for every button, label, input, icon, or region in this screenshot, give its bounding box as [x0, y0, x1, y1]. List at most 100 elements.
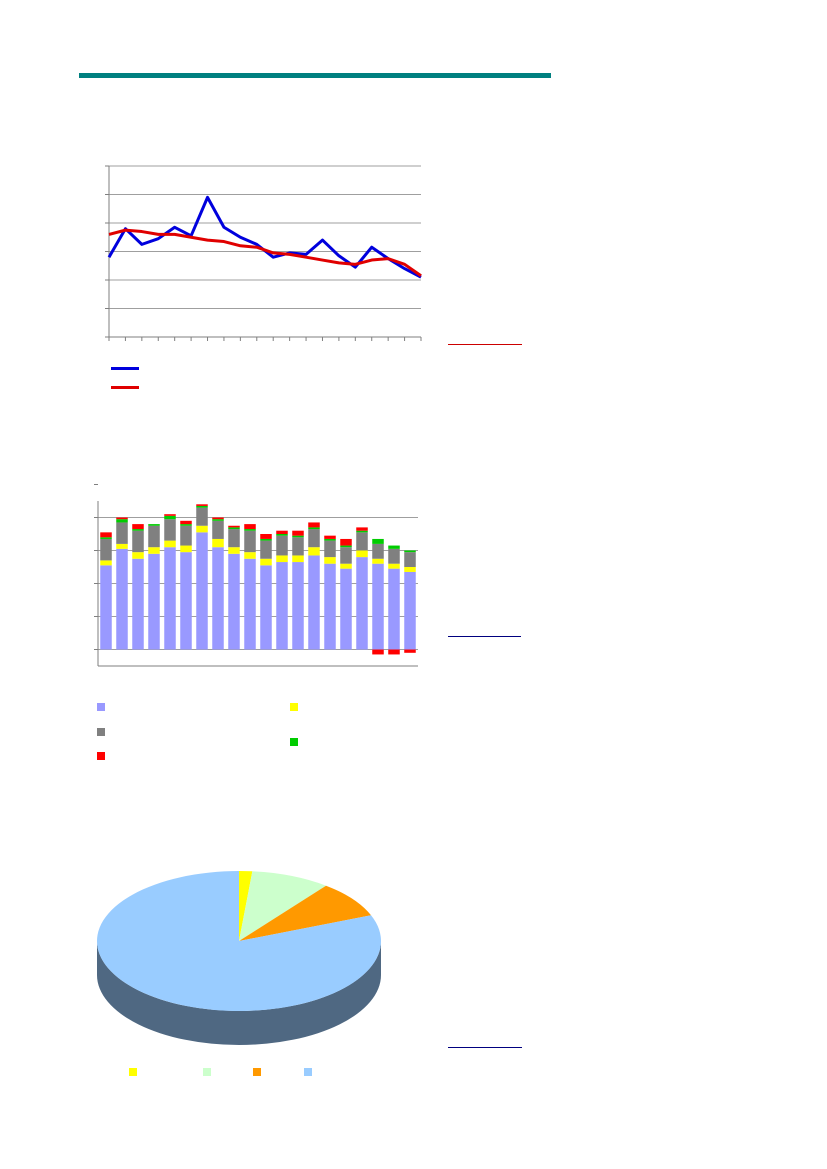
bar-legend-swatch-3: [97, 728, 105, 736]
bar-segment-5-cat-8: [212, 517, 224, 520]
bar-legend-swatch-5: [97, 752, 105, 760]
stacked-bar-chart: [0, 400, 827, 780]
bar-segment-4-cat-20: [404, 550, 416, 553]
bar-segment-4-cat-5: [164, 515, 176, 520]
bar-segment-3-cat-18: [372, 543, 384, 559]
bar-segment-3-cat-16: [340, 547, 352, 564]
bar-segment-2-cat-20: [404, 567, 416, 572]
bar-segment-3-cat-2: [116, 522, 128, 544]
bar-segment-1-cat-20: [404, 571, 416, 650]
bar-segment-4-cat-3: [132, 529, 144, 531]
header-rule: [79, 73, 551, 78]
bar-segment-5-cat-11: [260, 534, 272, 539]
pie-chart-plot: [96, 871, 381, 1045]
bar-segment-1-cat-10: [244, 558, 256, 650]
bar-segment-3-cat-14: [308, 529, 320, 548]
bar-segment-5-cat-5: [164, 514, 176, 516]
bar-segment-1-cat-17: [356, 557, 368, 650]
bar-segment-5-cat-10: [244, 524, 256, 530]
bar-segment-2-cat-7: [196, 525, 208, 533]
pie-legend-swatch-4: [304, 1068, 312, 1076]
bar-legend-swatch-4: [290, 738, 298, 746]
bar-segment-1-cat-16: [340, 568, 352, 650]
bar-segment-1-cat-1: [100, 565, 112, 650]
bar-segment-4-cat-10: [244, 529, 256, 531]
bar-segment-4-cat-12: [276, 534, 288, 536]
bar-segment-4-cat-6: [180, 524, 192, 526]
bar-chart-side-link[interactable]: [448, 636, 521, 637]
bar-segment-3-cat-12: [276, 535, 288, 556]
bar-segment-2-cat-2: [116, 543, 128, 549]
bar-segment-2-cat-3: [132, 552, 144, 559]
bar-segment-3-cat-11: [260, 540, 272, 559]
bar-segment-5-cat-15: [324, 535, 336, 539]
bar-segment-2-cat-16: [340, 563, 352, 569]
line-legend-swatch-series-1: [111, 367, 139, 370]
bar-segment-1-cat-2: [116, 548, 128, 650]
bar-segment-3-cat-4: [148, 525, 160, 548]
bar-segment-3-cat-7: [196, 507, 208, 526]
pie-side: [97, 941, 381, 1045]
bar-segment-3-cat-15: [324, 540, 336, 558]
bar-segment-1-cat-6: [180, 552, 192, 650]
pie-legend-swatch-1: [129, 1068, 137, 1076]
bar-segment-4-cat-1: [100, 537, 112, 539]
bar-segment-1-cat-5: [164, 547, 176, 650]
bar-segment-2-cat-5: [164, 540, 176, 548]
bar-segment-4-cat-2: [116, 519, 128, 523]
pie-slice-3: [239, 885, 372, 941]
bar-segment-2-cat-18: [372, 558, 384, 564]
bar-segment-2-cat-12: [276, 555, 288, 563]
bar-segment-3-cat-3: [132, 530, 144, 553]
bar-segment-2-cat-19: [388, 563, 400, 569]
bar-segment-5-cat-2: [116, 517, 128, 520]
bar-segment-1-cat-4: [148, 553, 160, 650]
bar-segment-4-cat-17: [356, 530, 368, 533]
bar-segment-4-cat-8: [212, 519, 224, 521]
bar-segment-2-cat-1: [100, 560, 112, 566]
bar-segment-5-cat-9: [228, 525, 240, 528]
bar-segment-1-cat-19: [388, 568, 400, 650]
pie-slice-2: [239, 871, 327, 941]
bar-segment-5-cat-6: [180, 520, 192, 525]
bar-segment-4-cat-4: [148, 524, 160, 526]
bar-segment-2-cat-4: [148, 547, 160, 554]
line-legend-swatch-series-2: [111, 386, 139, 389]
bar-segment-5-cat-20: [404, 649, 416, 653]
bar-legend-swatch-2: [290, 703, 298, 711]
bar-segment-1-cat-7: [196, 532, 208, 650]
pie-chart-side-link[interactable]: [448, 1047, 522, 1048]
bar-segment-2-cat-10: [244, 552, 256, 559]
bar-segment-3-cat-17: [356, 532, 368, 551]
bar-segment-1-cat-18: [372, 563, 384, 650]
bar-segment-1-cat-9: [228, 553, 240, 650]
bar-segment-1-cat-12: [276, 562, 288, 650]
line-series-2: [108, 228, 422, 277]
bar-segment-5-cat-17: [356, 527, 368, 531]
bar-segment-4-cat-13: [292, 535, 304, 538]
bar-segment-4-cat-15: [324, 538, 336, 541]
bar-segment-5-cat-13: [292, 530, 304, 536]
bar-segment-2-cat-6: [180, 545, 192, 553]
bar-segment-5-cat-1: [100, 532, 112, 538]
bar-segment-3-cat-10: [244, 530, 256, 553]
bar-segment-2-cat-15: [324, 557, 336, 564]
bar-segment-3-cat-20: [404, 552, 416, 567]
stacked-bar-chart-plot: [94, 484, 418, 667]
pie-legend-swatch-2: [203, 1068, 211, 1076]
pie-legend-swatch-3: [253, 1068, 261, 1076]
bar-segment-1-cat-11: [260, 565, 272, 650]
bar-segment-4-cat-16: [340, 545, 352, 548]
line-chart: [0, 0, 827, 400]
bar-segment-5-cat-19: [388, 649, 400, 655]
line-series-1: [107, 195, 422, 279]
bar-segment-2-cat-11: [260, 558, 272, 566]
line-chart-plot: [105, 165, 422, 341]
bar-segment-5-cat-14: [308, 522, 320, 528]
pie-slice-1: [239, 871, 253, 941]
bar-segment-4-cat-19: [388, 545, 400, 549]
bar-segment-3-cat-5: [164, 519, 176, 541]
bar-segment-4-cat-11: [260, 538, 272, 541]
line-chart-side-link[interactable]: [448, 344, 522, 345]
bar-segment-4-cat-18: [372, 538, 384, 544]
